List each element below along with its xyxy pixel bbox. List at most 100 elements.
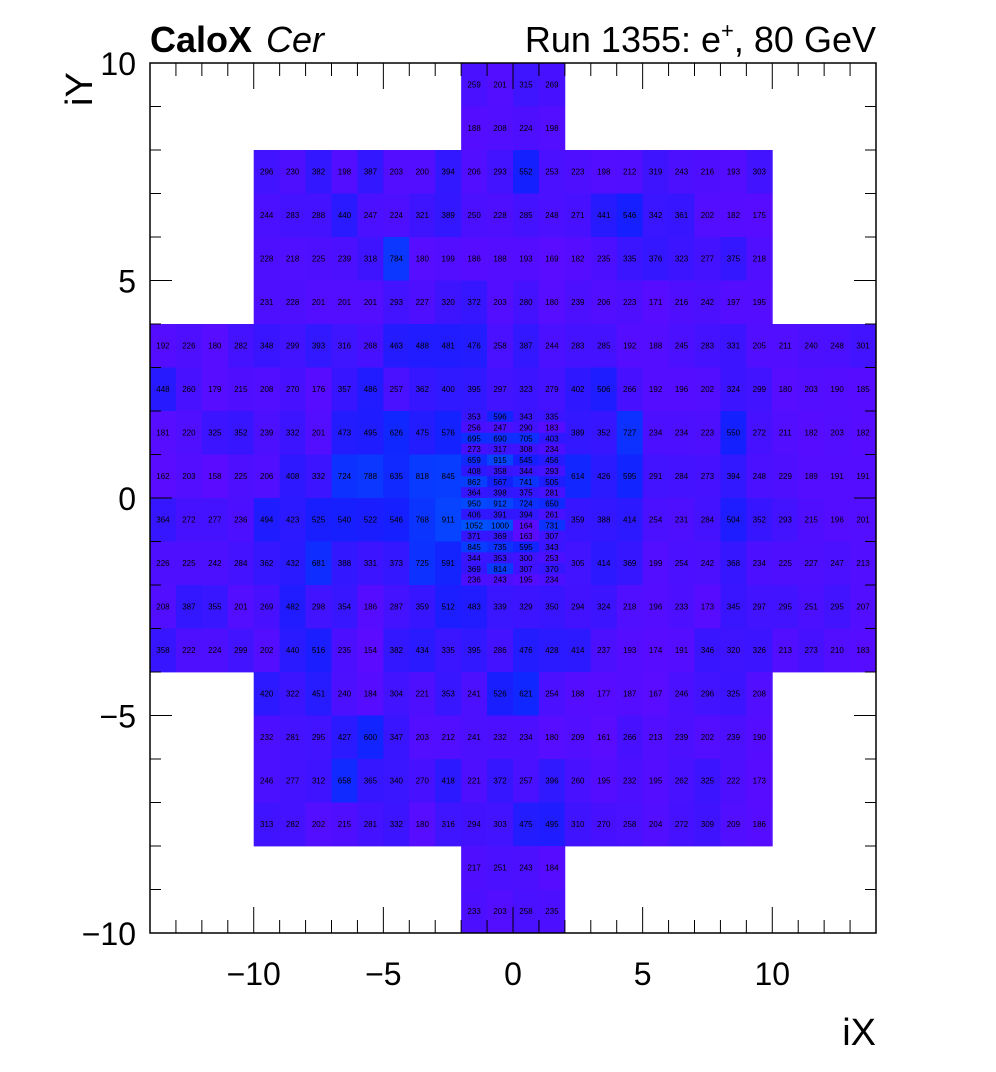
heatmap-cell--14_-2: [150, 541, 177, 586]
heatmap-cell-3_3: [590, 324, 618, 368]
heatmap-cell-fine_6_1: [487, 476, 514, 488]
cell-value-4_-1: 414: [623, 516, 637, 525]
heatmap-cell-0_-9: [513, 846, 540, 890]
heatmap-cell-13_1: [850, 411, 877, 455]
cell-value-5_3: 188: [649, 342, 663, 351]
heatmap-cell-7_-6: [694, 715, 721, 760]
cell-value-fine_14_3: 370: [545, 565, 559, 574]
heatmap-cell-2_-6: [564, 715, 592, 760]
heatmap-cell-7_-7: [694, 759, 721, 803]
heatmap-cell-4_-8: [616, 802, 644, 847]
cell-value-8_2: 324: [727, 385, 741, 394]
cell-value--5_-8: 332: [390, 820, 404, 829]
heatmap-cell--5_7: [383, 150, 410, 194]
heatmap-cell--6_0: [357, 454, 384, 499]
heatmap-cell--4_-2: [409, 541, 436, 586]
heatmap-cell-6_3: [668, 324, 695, 368]
heatmap-cell-12_-4: [824, 628, 851, 673]
cell-value-9_2: 299: [753, 385, 767, 394]
heatmap-cell--2_2: [461, 367, 488, 412]
cell-value--3_5: 199: [442, 255, 456, 264]
heatmap-cell-12_1: [824, 411, 851, 455]
heatmap-cell-4_3: [616, 324, 644, 368]
heatmap-cell-8_-2: [720, 541, 747, 586]
cell-value-6_5: 323: [675, 255, 689, 264]
cell-value-fine_5_2: 344: [519, 467, 533, 476]
cell-value-fine_6_1: 567: [493, 478, 507, 487]
cell-value-8_6: 182: [727, 211, 741, 220]
heatmap-cell-10_-1: [772, 498, 799, 542]
heatmap-cell-fine_5_0: [461, 465, 488, 477]
cell-value--4_-5: 221: [416, 690, 430, 699]
cell-value--12_2: 179: [208, 385, 222, 394]
heatmap-cell--12_1: [201, 411, 229, 455]
cell-value-0_9: 315: [519, 81, 533, 90]
heatmap-cell--10_-2: [253, 541, 281, 586]
cell-value-9_0: 248: [753, 472, 767, 481]
cell-value-3_2: 506: [597, 385, 611, 394]
heatmap-cell-5_-8: [642, 802, 669, 847]
cell-value--3_-5: 353: [442, 690, 456, 699]
heatmap-cell--6_1: [357, 411, 384, 455]
cell-value--7_-7: 658: [338, 777, 352, 786]
heatmap-cell--2_8: [461, 106, 488, 151]
heatmap-cell--11_-3: [227, 585, 255, 629]
cell-value-fine_5_0: 408: [467, 467, 481, 476]
heatmap-cell-fine_0_3: [538, 411, 566, 423]
heatmap-cell-0_-10: [513, 889, 540, 934]
heatmap-cell--4_4: [409, 280, 436, 325]
heatmap-cell-fine_3_3: [538, 443, 566, 455]
heatmap-cell-5_-1: [642, 498, 669, 542]
heatmap-cell--5_2: [383, 367, 410, 412]
cell-value--5_1: 626: [390, 429, 404, 438]
cell-value-3_-5: 177: [597, 690, 611, 699]
heatmap-cell-7_6: [694, 193, 721, 238]
heatmap-cell-9_-5: [746, 672, 773, 716]
cell-value--9_-1: 423: [286, 516, 300, 525]
cell-value-fine_1_0: 256: [467, 423, 481, 432]
cell-value-2_7: 223: [571, 168, 585, 177]
heatmap-cell-2_2: [564, 367, 592, 412]
cell-value--9_0: 408: [286, 472, 300, 481]
cell-value-13_3: 301: [856, 342, 870, 351]
cell-value-3_-6: 161: [597, 733, 611, 742]
cell-value--6_6: 247: [364, 211, 378, 220]
cell-value-fine_4_1: 915: [493, 456, 507, 465]
heatmap-cell-fine_11_1: [487, 530, 514, 542]
heatmap-cell-0_3: [513, 324, 540, 368]
cell-value-fine_13_1: 353: [493, 554, 507, 563]
heatmap-cell-fine_9_1: [487, 508, 514, 521]
cell-value--4_-6: 203: [416, 733, 430, 742]
heatmap-cell-3_-7: [590, 759, 618, 803]
cell-value-3_-3: 324: [597, 603, 611, 612]
heatmap-cell--3_-7: [435, 759, 462, 803]
cell-value--1_-6: 232: [493, 733, 507, 742]
heatmap-cell-8_5: [720, 237, 747, 281]
cell-value--7_5: 239: [338, 255, 352, 264]
heatmap-cell-0_4: [513, 280, 540, 325]
heatmap-cell--8_0: [305, 454, 332, 499]
heatmap-cell-0_-3: [513, 585, 540, 629]
cell-value-5_2: 192: [649, 385, 663, 394]
heatmap-cell-8_2: [720, 367, 747, 412]
heatmap-cell-fine_4_2: [513, 454, 540, 466]
cell-value-11_2: 203: [805, 385, 819, 394]
cell-value-3_4: 206: [597, 298, 611, 307]
heatmap-cell-7_0: [694, 454, 721, 499]
cell-value-9_-2: 234: [753, 559, 767, 568]
heatmap-cell-5_-5: [642, 672, 669, 716]
heatmap-cell-4_-7: [616, 759, 644, 803]
heatmap-cell-fine_6_0: [461, 476, 488, 488]
heatmap-cell--8_-3: [305, 585, 332, 629]
cell-value-8_-3: 345: [727, 603, 741, 612]
cell-value--9_-5: 322: [286, 690, 300, 699]
cell-value--7_-3: 354: [338, 603, 352, 612]
heatmap-cell--8_-1: [305, 498, 332, 542]
cell-value-9_-1: 352: [753, 516, 767, 525]
cell-value--14_2: 448: [156, 385, 170, 394]
heatmap-cell--1_3: [487, 324, 514, 368]
cell-value-fine_10_2: 164: [519, 521, 533, 530]
heatmap-cell--13_-1: [175, 498, 203, 542]
heatmap-cell--3_-5: [435, 672, 462, 716]
heatmap-cell--6_-6: [357, 715, 384, 760]
